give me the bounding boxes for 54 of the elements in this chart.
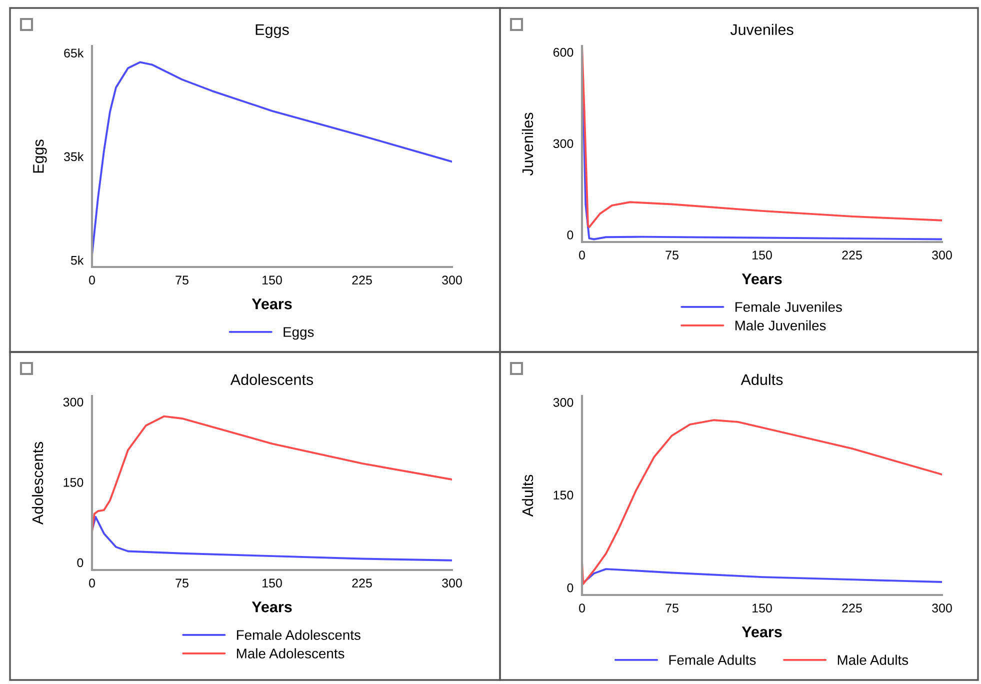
x-tick-label: 225 [352,276,372,285]
x-tick-label: 75 [176,276,188,285]
x-tick-label: 150 [262,578,282,588]
x-tick-label: 225 [842,250,862,260]
x-axis-title: Years [252,602,292,612]
legend-label: Male Juveniles [735,320,826,330]
y-tick-label: 35k [64,152,84,162]
y-axis-title: Adults [522,474,534,517]
x-tick-label: 300 [442,276,462,285]
y-tick-label: 300 [63,398,84,407]
x-tick-label: 0 [579,604,585,613]
y-axis-title: Adolescents [32,442,44,525]
x-axis-title: Years [742,274,782,284]
legend-label: Female Juveniles [735,302,842,312]
x-tick-label: 75 [666,250,678,260]
legend-label: Female Adolescents [236,630,360,640]
line-series [92,516,452,562]
y-tick-label: 150 [554,490,574,500]
x-tick-label: 0 [579,250,585,260]
x-axis-title: Years [742,626,782,638]
y-axis-title: Juveniles [522,112,534,176]
line-series [582,568,942,585]
legend-label: Female Adults [669,654,756,665]
legend-label: Eggs [284,327,314,340]
chart-title: Adults [740,374,783,386]
y-tick-label: 0 [567,230,574,240]
x-axis-title: Years [252,298,292,310]
x-tick-label: 300 [932,250,952,260]
y-tick-label: 5k [70,256,84,265]
y-axis-title: Eggs [33,140,47,173]
line-series [92,415,452,533]
y-tick-label: 0 [77,558,84,568]
y-tick-label: 150 [64,478,84,487]
x-tick-label: 150 [752,604,772,613]
x-tick-label: 75 [176,578,188,588]
chart-title: Juveniles [730,24,794,36]
line-series [582,419,942,585]
x-tick-label: 0 [89,578,95,588]
y-tick-label: 65k [64,48,84,58]
chart-title: Eggs [256,24,289,38]
x-tick-label: 150 [752,250,772,260]
y-tick-label: 300 [553,398,574,407]
legend-label: Male Adults [838,654,908,665]
y-tick-label: 300 [553,139,574,148]
legend-label: Male Adolescents [236,648,344,658]
y-tick-label: 600 [553,48,574,57]
x-tick-label: 225 [842,604,862,613]
chart-title: Adolescents [230,374,314,386]
x-tick-label: 300 [932,604,952,613]
x-tick-label: 300 [442,578,462,588]
x-tick-label: 225 [352,578,372,588]
x-tick-label: 0 [89,276,95,285]
x-tick-label: 150 [262,276,282,285]
x-tick-label: 75 [666,604,678,613]
